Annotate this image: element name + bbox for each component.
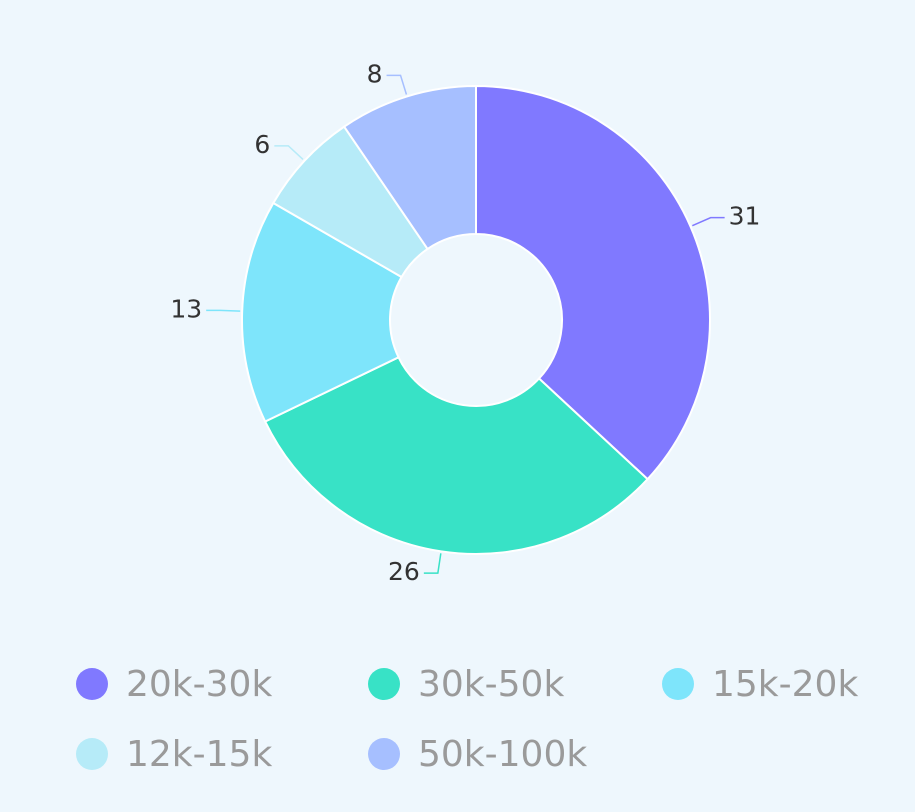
leader-line-30k-50k	[423, 553, 442, 574]
legend-marker	[76, 738, 108, 770]
data-label-12k-15k: 6	[254, 130, 270, 159]
legend: 20k-30k 30k-50k 15k-20k 12k-15k 50k-100k	[76, 662, 862, 776]
slice-50k-100k[interactable]	[342, 84, 477, 251]
donut-chart: 31 26 13 6 8	[170, 59, 761, 586]
legend-marker	[76, 668, 108, 700]
legend-item-50k-100k[interactable]: 50k-100k	[368, 732, 662, 776]
legend-marker	[662, 668, 694, 700]
data-label-30k-50k: 26	[388, 557, 420, 586]
slice-15k-20k[interactable]	[241, 201, 403, 423]
legend-label: 12k-15k	[126, 733, 273, 775]
data-label-20k-30k: 31	[729, 202, 761, 231]
slice-20k-30k[interactable]	[475, 84, 711, 481]
slice-30k-50k[interactable]	[263, 355, 649, 555]
legend-marker	[368, 668, 400, 700]
leader-line-15k-20k	[206, 309, 241, 312]
legend-item-20k-30k[interactable]: 20k-30k	[76, 662, 368, 706]
legend-marker	[368, 738, 400, 770]
data-label-50k-100k: 8	[367, 59, 383, 88]
legend-item-12k-15k[interactable]: 12k-15k	[76, 732, 368, 776]
leader-line-12k-15k	[274, 145, 304, 161]
leader-line-20k-30k	[692, 216, 725, 227]
legend-item-30k-50k[interactable]: 30k-50k	[368, 662, 662, 706]
data-label-15k-20k: 13	[170, 294, 202, 323]
legend-item-15k-20k[interactable]: 15k-20k	[662, 662, 862, 706]
legend-label: 15k-20k	[712, 663, 859, 705]
legend-label: 20k-30k	[126, 663, 273, 705]
legend-label: 30k-50k	[418, 663, 565, 705]
leader-line-50k-100k	[386, 74, 408, 95]
legend-label: 50k-100k	[418, 733, 588, 775]
